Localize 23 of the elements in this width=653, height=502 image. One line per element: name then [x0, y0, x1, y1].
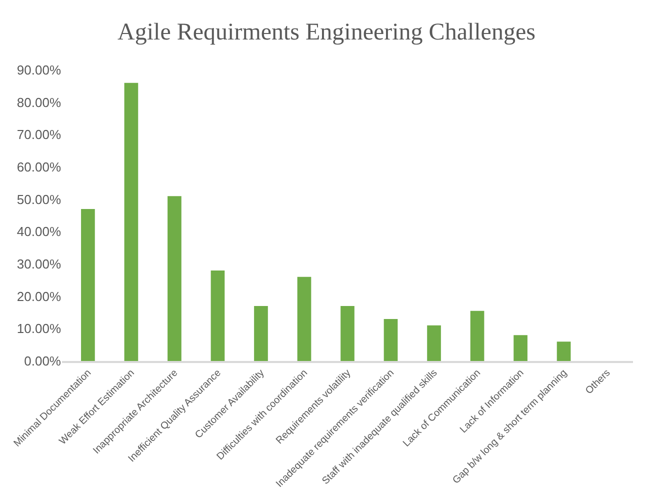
bar — [556, 342, 571, 361]
chart-title: Agile Requirments Engineering Challenges — [118, 19, 536, 46]
y-tick-label: 60.00% — [16, 160, 62, 175]
y-tick-label: 30.00% — [16, 256, 62, 272]
bar — [340, 306, 354, 361]
y-tick-label: 10.00% — [16, 321, 62, 336]
bar — [168, 196, 182, 361]
bar — [384, 318, 398, 361]
y-tick-label: 50.00% — [16, 192, 62, 207]
y-tick-label: 0.00% — [24, 354, 62, 369]
bar — [297, 276, 312, 361]
y-tick-label: 80.00% — [16, 94, 62, 110]
y-tick-label: 40.00% — [16, 224, 62, 240]
bar — [124, 82, 138, 361]
bar — [514, 335, 528, 361]
bar — [427, 325, 441, 361]
y-tick-label: 70.00% — [16, 127, 62, 142]
bar — [210, 270, 225, 361]
y-tick-label: 90.00% — [16, 62, 62, 78]
bar — [470, 310, 484, 361]
bar — [254, 306, 268, 361]
y-tick-label: 20.00% — [16, 288, 62, 304]
bar — [81, 209, 95, 361]
